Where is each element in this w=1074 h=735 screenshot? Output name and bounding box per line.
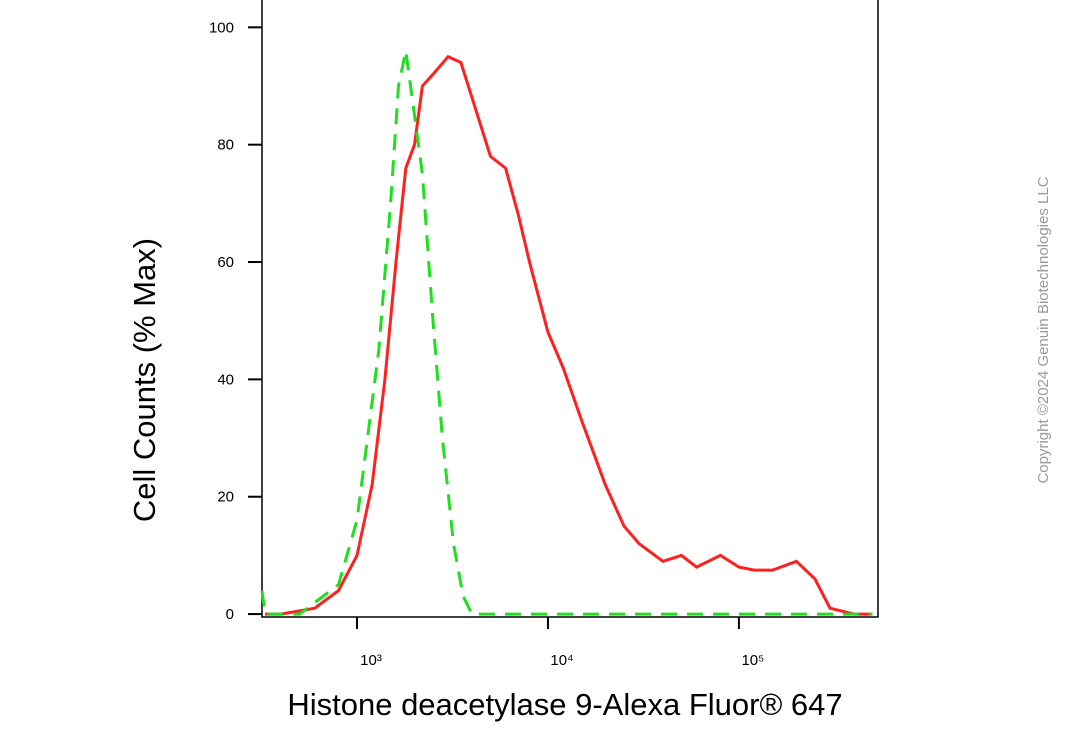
x-tick-label: 10³	[360, 652, 382, 669]
y-tick-label: 80	[217, 137, 234, 154]
plot-frame	[261, 0, 879, 618]
y-tick-label: 40	[217, 371, 234, 388]
y-tick-label: 100	[209, 19, 234, 36]
histogram-line	[260, 50, 873, 616]
y-tick-label: 60	[217, 254, 234, 271]
y-axis-label: Cell Counts (% Max)	[127, 238, 162, 522]
histogram-line	[265, 54, 873, 616]
x-tick-label: 10⁴	[550, 652, 573, 669]
x-axis-label: Histone deacetylase 9-Alexa Fluor® 647	[287, 687, 842, 722]
y-tick-label: 20	[217, 489, 234, 506]
watermark: Copyright ©2024 Genuin Biotechnologies L…	[1035, 176, 1052, 483]
y-tick-label: 0	[226, 606, 234, 623]
x-tick-label: 10⁵	[741, 652, 764, 669]
